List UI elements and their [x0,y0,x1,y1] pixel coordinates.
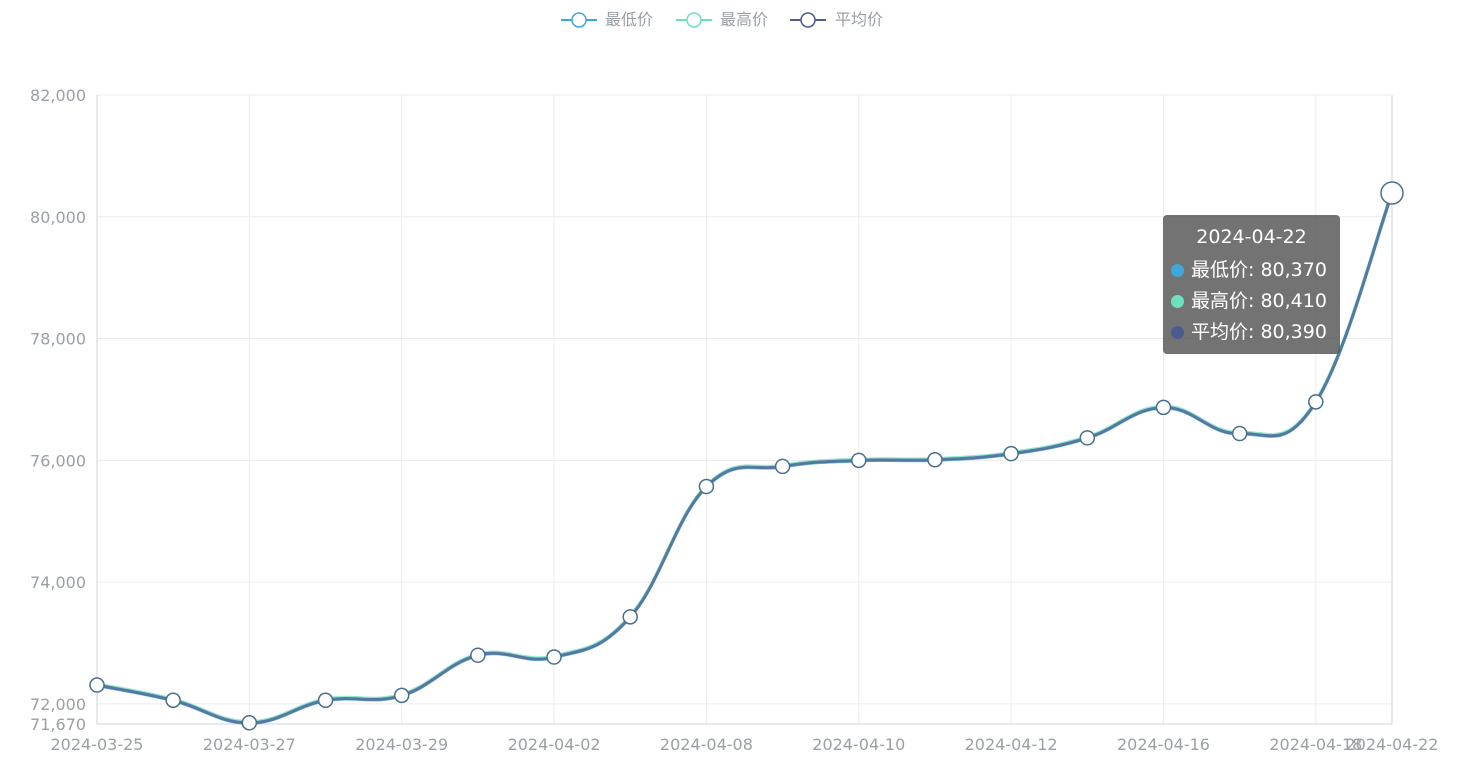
data-point[interactable] [1380,181,1404,205]
tooltip-value-high: 最高价: 80,410 [1191,290,1327,312]
tooltip-title: 2024-04-22 [1196,226,1307,248]
tooltip-row-high: 最高价: 80,410 [1171,288,1327,314]
x-tick-label: 2024-04-16 [1117,735,1210,754]
data-point[interactable] [317,692,334,709]
data-point[interactable] [1308,394,1324,410]
data-point[interactable] [622,609,638,625]
x-tick-label: 2024-03-29 [355,735,448,754]
data-point[interactable] [927,451,943,468]
tooltip-dot-high [1171,295,1184,308]
tooltip-dot-low [1171,264,1184,277]
tooltip: 2024-04-22 最低价: 80,370 最高价: 80,410 平均价: … [1163,215,1340,354]
x-tick-label: 2024-03-25 [51,735,144,754]
data-point[interactable] [393,687,410,704]
x-tick-label: 2024-04-02 [508,735,601,754]
data-point[interactable] [1155,399,1172,416]
data-points[interactable] [89,181,1404,731]
legend-label-low: 最低价 [605,10,653,29]
tooltip-row-low: 最低价: 80,370 [1171,257,1327,283]
y-tick-label: 72,000 [30,695,86,714]
y-tick-label: 82,000 [30,86,86,105]
tooltip-row-avg: 平均价: 80,390 [1171,319,1327,345]
data-point[interactable] [698,478,715,495]
x-tick-label: 2024-04-22 [1346,735,1439,754]
data-point[interactable] [774,458,791,475]
data-point[interactable] [1079,430,1096,446]
y-tick-label: 80,000 [30,208,86,227]
y-tick-label: 78,000 [30,330,86,349]
tooltip-dot-avg [1171,326,1184,339]
legend-label-avg: 平均价 [835,10,883,29]
data-point[interactable] [89,677,105,693]
data-point[interactable] [851,452,867,469]
x-tick-label: 2024-04-10 [812,735,905,754]
y-tick-label: 76,000 [30,451,86,470]
data-point[interactable] [470,647,486,663]
tooltip-value-avg: 平均价: 80,390 [1191,321,1327,343]
tooltip-value-low: 最低价: 80,370 [1191,259,1327,281]
x-tick-label: 2024-03-27 [203,735,296,754]
legend-label-high: 最高价 [720,10,768,29]
y-tick-label: 71,670 [30,715,86,734]
y-tick-label: 74,000 [30,573,86,592]
data-point[interactable] [546,649,562,665]
legend-item-high[interactable]: 最高价 [676,10,768,29]
data-point[interactable] [241,715,258,731]
legend[interactable]: 最低价 最高价 平均价 [561,10,883,29]
grid [97,94,1392,724]
x-tick-label: 2024-04-08 [660,735,753,754]
legend-item-low[interactable]: 最低价 [561,10,653,29]
legend-item-avg[interactable]: 平均价 [790,10,883,29]
axes: 82,000 80,000 78,000 76,000 74,000 72,00071,6… [30,86,1438,754]
data-point[interactable] [1231,425,1248,442]
x-tick-label: 2024-04-18 [1269,735,1362,754]
data-point[interactable] [1003,445,1019,462]
x-tick-label: 2024-04-12 [965,735,1058,754]
data-point[interactable] [165,692,181,709]
